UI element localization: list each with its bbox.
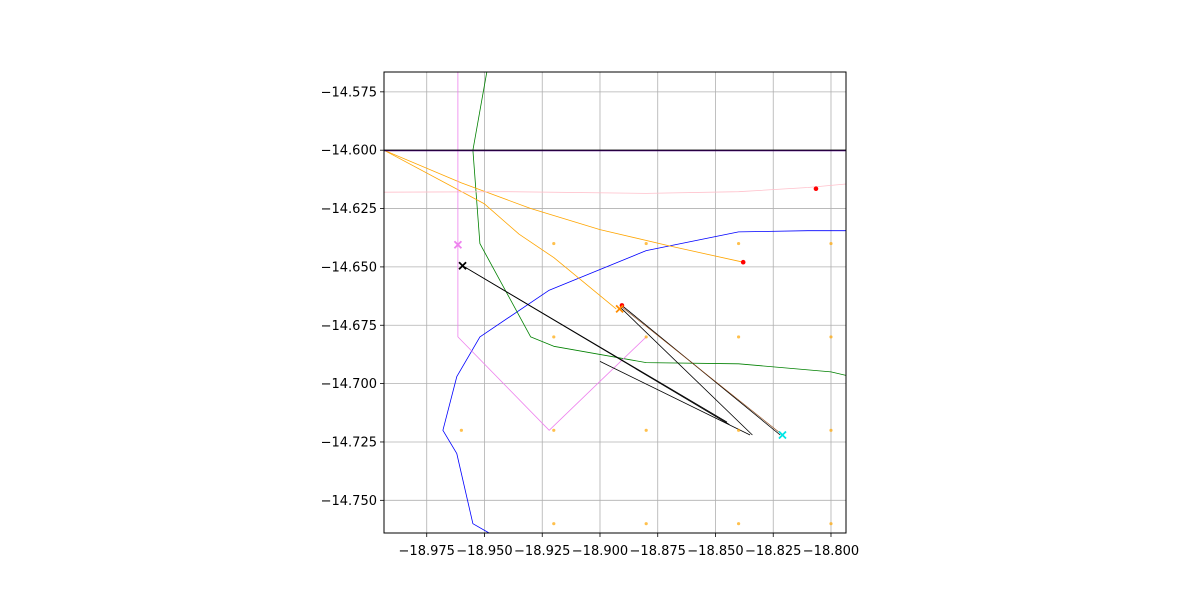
series-line	[472, 72, 846, 376]
series-line	[599, 361, 751, 436]
red-point	[813, 186, 819, 192]
y-tick-label: −14.625	[321, 202, 377, 217]
x-marker-stroke	[615, 304, 624, 314]
orange-grid-point	[644, 241, 648, 246]
orange-grid-point	[736, 335, 741, 339]
x-marker-stroke	[458, 261, 467, 270]
ticks: −18.975 −18.950 −18.925 −18.900 −18.875 −18.8…	[321, 85, 860, 559]
orange-grid-point	[829, 428, 833, 432]
orange-grid-point	[829, 522, 833, 526]
series-line	[384, 149, 617, 310]
orange-grid-point	[644, 428, 648, 432]
y-tick-label: −14.600	[321, 144, 377, 159]
orange-grid-point	[736, 428, 741, 432]
orange-grid-point	[829, 241, 833, 246]
grid	[384, 72, 846, 533]
orange-grid-point	[552, 241, 556, 246]
x-tick-label: −18.875	[630, 544, 686, 559]
series-line	[384, 183, 846, 194]
y-tick-label: −14.650	[321, 260, 377, 275]
x-tick-label: −18.950	[456, 544, 512, 559]
x-tick-label: −18.800	[803, 544, 859, 559]
orange-grid-point	[644, 522, 648, 526]
orange-grid-point	[552, 428, 556, 432]
axes-frame	[383, 71, 847, 534]
plot-area	[384, 72, 846, 533]
orange-grid-point	[644, 335, 648, 339]
x-tick-label: −18.925	[514, 544, 570, 559]
series-line	[457, 72, 647, 431]
x-marker	[458, 261, 467, 270]
y-tick-label: −14.725	[321, 435, 377, 450]
series-line	[442, 230, 846, 533]
orange-grid-point	[736, 522, 741, 526]
y-tick-label: −14.750	[321, 494, 377, 509]
y-tick-label: −14.700	[321, 377, 377, 392]
y-tick-label: −14.575	[321, 85, 377, 100]
x-marker	[778, 430, 787, 440]
orange-grid-point	[736, 241, 741, 246]
y-tick-label: −14.675	[321, 319, 377, 334]
series-line	[462, 265, 730, 425]
x-tick-label: −18.850	[687, 544, 743, 559]
orange-grid-point	[552, 522, 556, 526]
x-tick-label: −18.900	[572, 544, 628, 559]
x-marker-stroke	[453, 240, 463, 249]
x-marker-stroke	[778, 430, 787, 440]
red-point	[740, 259, 746, 265]
x-tick-label: −18.825	[745, 544, 801, 559]
x-marker	[615, 304, 624, 314]
x-tick-label: −18.975	[399, 544, 455, 559]
orange-grid-point	[829, 335, 833, 339]
x-marker	[453, 240, 463, 249]
series-line	[620, 307, 753, 436]
series-line	[384, 149, 744, 263]
orange-grid-point	[459, 428, 463, 432]
series-line	[620, 305, 781, 434]
orange-grid-point	[552, 335, 556, 339]
